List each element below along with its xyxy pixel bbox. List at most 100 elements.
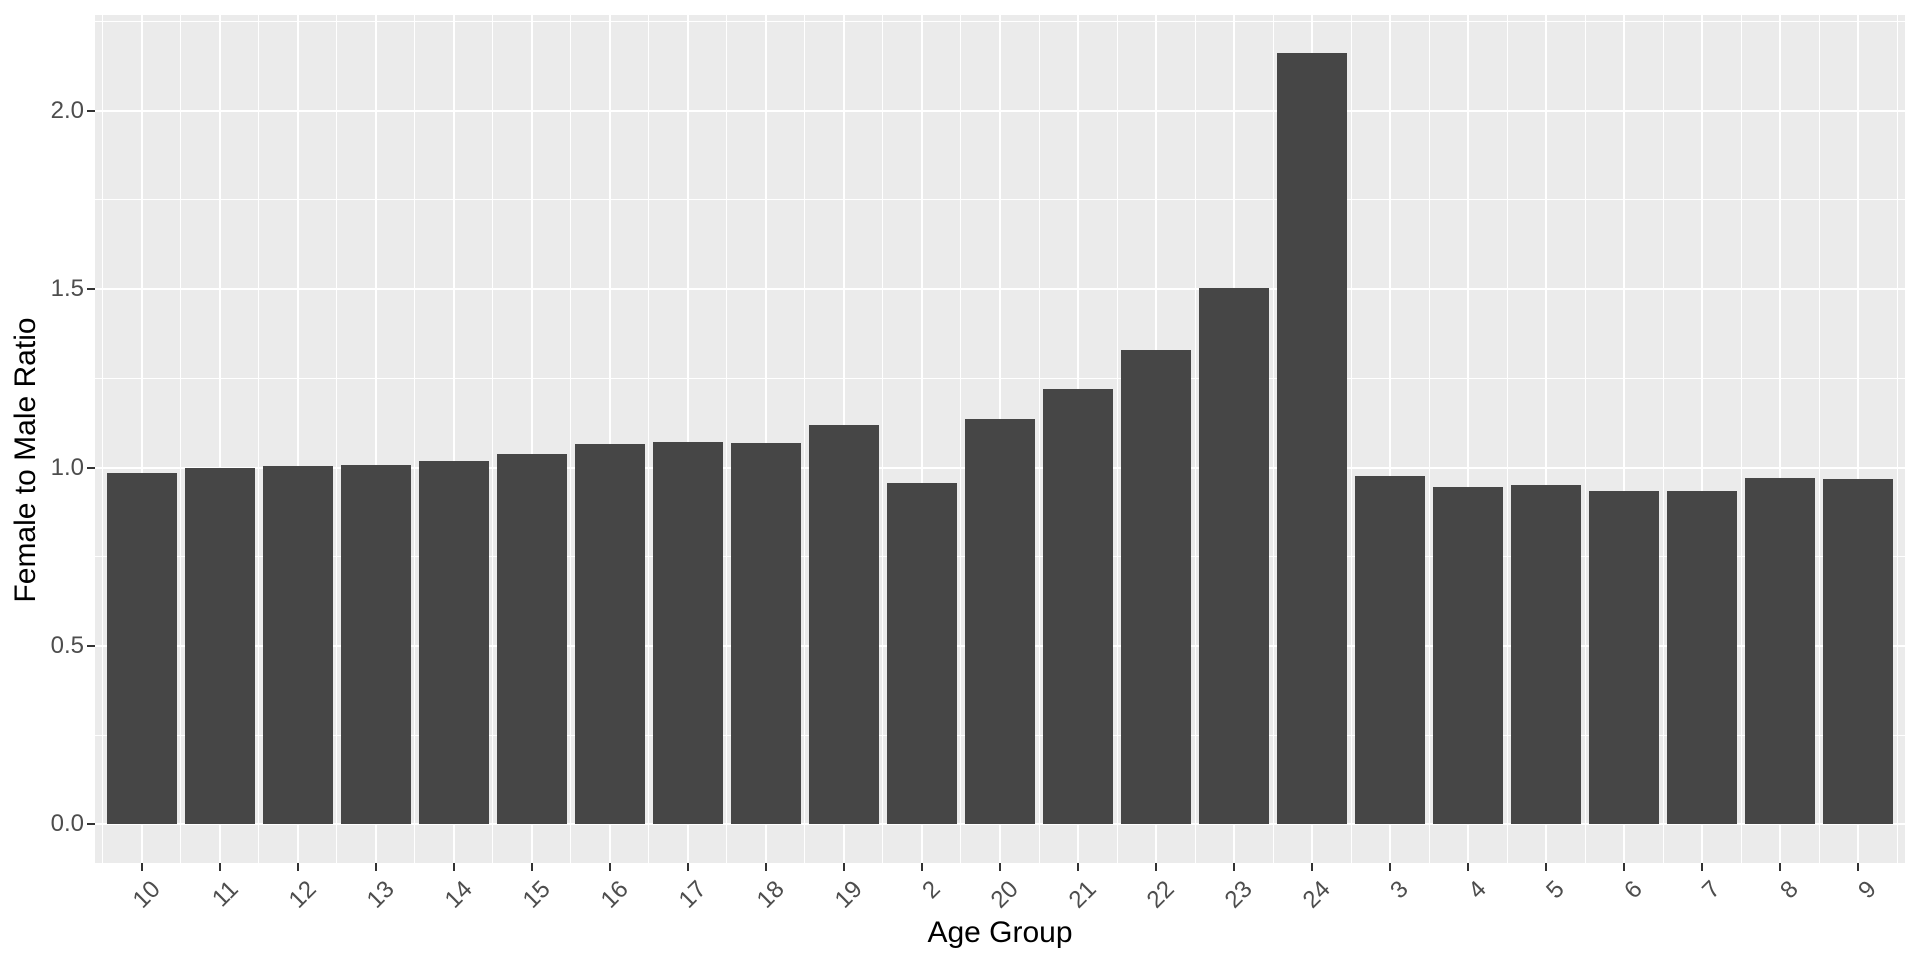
x-axis-tick (296, 863, 299, 871)
y-axis-tick (87, 466, 95, 469)
minor-gridline-x (726, 15, 728, 863)
x-axis-tick-label: 5 (1541, 875, 1570, 905)
major-gridline-x (530, 15, 533, 863)
x-axis-tick-label: 23 (1219, 875, 1258, 914)
minor-gridline-x (1896, 15, 1898, 863)
bar-age-group-9 (1823, 478, 1894, 825)
minor-gridline-x (1818, 15, 1820, 863)
y-axis-title: Female to Male Ratio (9, 317, 42, 603)
bar-age-group-7 (1667, 491, 1738, 825)
bar-age-group-6 (1589, 491, 1660, 825)
minor-gridline-x (882, 15, 884, 863)
major-gridline-x (1701, 15, 1704, 863)
bar-age-group-21 (1042, 389, 1114, 825)
x-axis-tick-label: 6 (1619, 875, 1648, 905)
minor-gridline-x (180, 15, 182, 863)
minor-gridline-x (258, 15, 260, 863)
major-gridline-x (296, 15, 299, 863)
x-axis-tick (1155, 863, 1158, 871)
bar-age-group-14 (418, 461, 489, 825)
x-axis-tick (218, 863, 221, 871)
minor-gridline-x (1194, 15, 1196, 863)
x-axis-tick (1545, 863, 1548, 871)
minor-gridline-x (1740, 15, 1742, 863)
bar-age-group-4 (1432, 487, 1504, 825)
major-gridline-x (218, 15, 221, 863)
bar-age-group-2 (886, 482, 958, 825)
x-axis-tick-label: 20 (985, 875, 1024, 914)
plot-panel (95, 15, 1905, 863)
minor-gridline-x (336, 15, 338, 863)
x-axis-tick-label: 9 (1853, 875, 1882, 905)
major-gridline-x (764, 15, 767, 863)
major-gridline-x (686, 15, 689, 863)
y-axis-tick (87, 645, 95, 647)
x-axis-tick (530, 863, 533, 871)
x-axis-tick (1779, 863, 1782, 871)
y-axis-tick-label: 0.0 (50, 810, 84, 838)
bar-age-group-19 (808, 424, 880, 825)
major-gridline-x (608, 15, 611, 863)
minor-gridline-x (1506, 15, 1508, 863)
y-axis-tick (87, 109, 95, 112)
x-axis-tick (1233, 863, 1236, 871)
bar-age-group-12 (262, 466, 333, 825)
minor-gridline-x (1350, 15, 1352, 863)
bar-age-group-23 (1198, 288, 1270, 825)
x-axis-tick-label: 24 (1297, 875, 1336, 914)
x-axis-title: Age Group (927, 916, 1073, 949)
minor-gridline-x (414, 15, 416, 863)
minor-gridline-x (648, 15, 650, 863)
y-axis-tick (87, 823, 95, 826)
x-axis-tick-label: 2 (917, 875, 946, 905)
minor-gridline-x (102, 15, 104, 863)
major-gridline-x (1545, 15, 1548, 863)
x-axis-tick-label: 17 (673, 875, 712, 914)
bar-age-group-16 (574, 444, 645, 825)
minor-gridline-x (1116, 15, 1118, 863)
major-gridline-x (140, 15, 143, 863)
minor-gridline-x (960, 15, 962, 863)
x-axis-tick-label: 19 (829, 875, 868, 914)
x-axis-tick-label: 18 (751, 875, 790, 914)
bar-age-group-17 (652, 441, 724, 825)
x-axis-tick (140, 863, 143, 871)
x-axis-tick-label: 11 (206, 875, 244, 913)
y-axis-tick (87, 288, 95, 291)
minor-gridline-x (1428, 15, 1430, 863)
bar-age-group-20 (964, 419, 1036, 825)
x-axis-tick (452, 863, 455, 871)
x-axis-tick (374, 863, 377, 871)
x-axis-tick (920, 863, 923, 871)
x-axis-tick-label: 22 (1141, 875, 1180, 914)
y-axis-tick-label: 0.5 (50, 632, 84, 659)
major-gridline-x (1779, 15, 1782, 863)
x-axis-tick (1389, 863, 1392, 871)
minor-gridline-x (492, 15, 494, 863)
x-axis-tick-label: 8 (1775, 875, 1804, 905)
x-axis-tick (608, 863, 611, 871)
x-axis-tick-label: 10 (127, 875, 166, 914)
minor-gridline-x (1272, 15, 1274, 863)
x-axis-tick-label: 7 (1697, 875, 1726, 905)
bar-age-group-10 (106, 472, 177, 825)
x-axis-tick (686, 863, 689, 871)
x-axis-tick-label: 14 (439, 875, 478, 914)
x-axis-tick (1311, 863, 1314, 871)
x-axis-tick (764, 863, 767, 871)
x-axis-tick (1077, 863, 1080, 871)
y-axis-tick-label: 1.5 (50, 275, 84, 303)
x-axis-tick-label: 3 (1385, 875, 1414, 905)
minor-gridline-x (1662, 15, 1664, 863)
x-axis-tick (1467, 863, 1470, 871)
x-axis-tick (999, 863, 1001, 871)
major-gridline-x (920, 15, 923, 863)
bar-age-group-3 (1354, 476, 1426, 825)
bar-age-group-22 (1120, 349, 1192, 825)
bar-age-group-11 (184, 467, 255, 825)
x-axis-tick (1701, 863, 1704, 871)
x-axis-tick-label: 12 (283, 875, 322, 914)
major-gridline-x (452, 15, 455, 863)
bar-age-group-13 (340, 464, 411, 825)
x-axis-tick-label: 16 (595, 875, 634, 914)
